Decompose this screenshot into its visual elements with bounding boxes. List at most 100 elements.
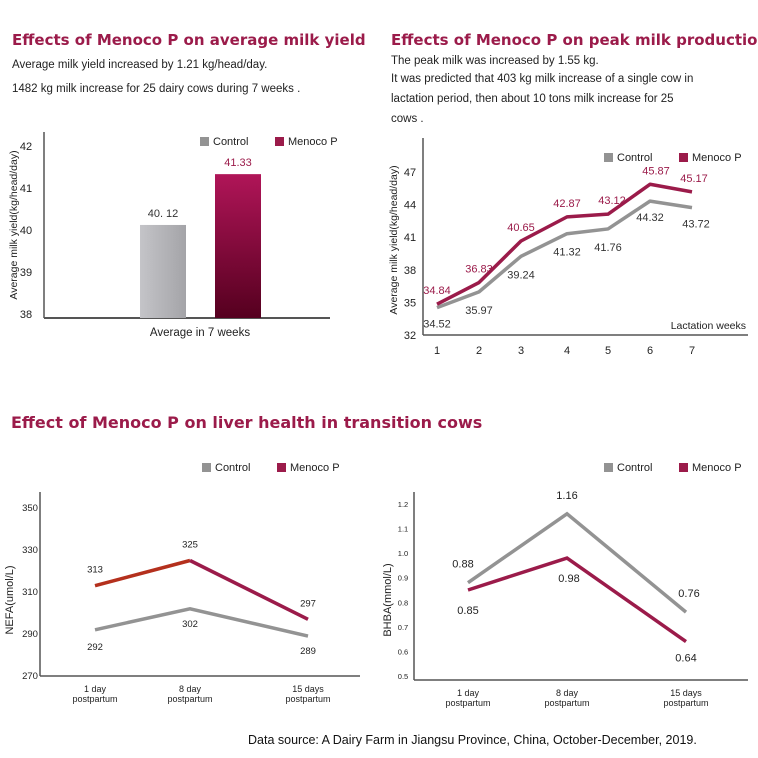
bhba-legend-swatch-1 [679,463,688,472]
bar-y-tick-41: 41 [20,183,32,195]
weekly-line-control [436,199,693,310]
bhba-menoco-label-1: 0.98 [558,573,579,585]
bar-control [140,224,186,318]
bhba-y-tick-0.9: 0.9 [398,574,408,583]
nefa-x-tick-2-1: postpartum [285,694,330,704]
bhba-legend-label-1: Menoco P [692,462,742,474]
bar-legend-swatch-0 [200,137,209,146]
bhba-y-axis-label: BHBA(mmol/L) [382,563,394,636]
weekly-legend-label-1: Menoco P [692,152,742,164]
bhba-y-tick-1.0: 1.0 [398,549,408,558]
nefa-control-label-2: 289 [300,646,316,657]
nefa-control-label-1: 302 [182,619,198,630]
weekly-menoco-label-1: 34.84 [423,285,451,297]
nefa-x-tick-0-1: postpartum [72,694,117,704]
weekly-x-tick-6: 6 [647,345,653,357]
nefa-legend-label-0: Control [215,462,250,474]
peak-milk-title: Effects of Menoco P on peak milk product… [391,31,758,49]
nefa-menoco-label-2: 297 [300,598,316,609]
bar-x-axis-label: Average in 7 weeks [150,327,250,339]
avg-yield-line-2: 1482 kg milk increase for 25 dairy cows … [12,83,301,95]
nefa-menoco-label-1: 325 [182,540,198,551]
weekly-legend-swatch-0 [604,153,613,162]
bhba-x-tick-1-0: 8 day [556,688,579,698]
bhba-x-tick-0-1: postpartum [445,698,490,708]
bhba-line-control [467,511,688,614]
bhba-control-label-2: 0.76 [678,588,699,600]
weekly-control-label-1: 34.52 [423,319,451,331]
data-source-note: Data source: A Dairy Farm in Jiangsu Pro… [248,733,697,747]
nefa-line-menoco-seg-2 [189,558,309,621]
nefa-x-tick-1-0: 8 day [179,684,202,694]
nefa-control-label-0: 292 [87,642,103,653]
bhba-legend-label-0: Control [617,462,652,474]
bhba-x-tick-2-0: 15 days [670,688,702,698]
nefa-y-tick-290: 290 [22,629,38,640]
weekly-y-tick-35: 35 [404,297,416,309]
weekly-x-tick-3: 3 [518,345,524,357]
bhba-x-tick-2-1: postpartum [663,698,708,708]
nefa-y-axis-label: NEFA(umol/L) [4,565,16,634]
peak-milk-line-1: The peak milk was increased by 1.55 kg. [391,55,599,67]
peak-milk-line-3: lactation period, then about 10 tons mil… [391,93,674,105]
bhba-control-label-0: 0.88 [452,559,473,571]
bhba-y-tick-0.7: 0.7 [398,623,408,632]
weekly-control-label-5: 41.76 [594,242,622,254]
bar-y-tick-40: 40 [20,225,32,237]
bar-value-label-0: 40. 12 [148,208,179,220]
bar-y-tick-38: 38 [20,309,32,321]
nefa-y-tick-310: 310 [22,587,38,598]
peak-milk-line-4: cows . [391,113,424,125]
bar-menoco-p [215,174,261,318]
nefa-legend-label-1: Menoco P [290,462,340,474]
bar-legend-label-0: Control [213,136,248,148]
weekly-control-label-4: 41.32 [553,247,581,259]
weekly-line-menoco-p [436,182,693,306]
bhba-control-label-1: 1.16 [556,490,577,502]
nefa-legend-swatch-1 [277,463,286,472]
bar-y-tick-39: 39 [20,267,32,279]
avg-yield-line-1: Average milk yield increased by 1.21 kg/… [12,59,268,71]
weekly-control-label-7: 43.72 [682,219,710,231]
weekly-menoco-label-2: 36.83 [465,264,493,276]
nefa-menoco-label-0: 313 [87,565,103,576]
bhba-x-tick-0-0: 1 day [457,688,480,698]
liver-health-title: Effect of Menoco P on liver health in tr… [11,413,483,432]
weekly-x-tick-1: 1 [434,345,440,357]
bhba-y-tick-1.2: 1.2 [398,500,408,509]
weekly-x-tick-4: 4 [564,345,570,357]
peak-milk-line-2: It was predicted that 403 kg milk increa… [391,73,694,85]
weekly-x-tick-5: 5 [605,345,611,357]
nefa-line-menoco-seg-1 [94,558,191,588]
weekly-menoco-label-5: 43.12 [598,195,626,207]
bhba-y-tick-1.1: 1.1 [398,525,408,534]
weekly-menoco-label-7: 45.17 [680,173,708,185]
weekly-x-axis-label: Lactation weeks [671,320,746,332]
bar-legend-swatch-1 [275,137,284,146]
weekly-legend-label-0: Control [617,152,652,164]
weekly-y-tick-32: 32 [404,330,416,342]
bhba-line-menoco [467,556,688,644]
nefa-legend-swatch-0 [202,463,211,472]
nefa-x-tick-1-1: postpartum [167,694,212,704]
nefa-y-tick-350: 350 [22,503,38,514]
bar-y-axis-label: Average milk yield(kg/head/day) [8,150,20,299]
weekly-x-tick-2: 2 [476,345,482,357]
nefa-y-tick-270: 270 [22,671,38,682]
weekly-menoco-label-6: 45.87 [642,165,670,177]
weekly-control-label-3: 39.24 [507,269,535,281]
bhba-y-tick-0.6: 0.6 [398,647,408,656]
weekly-y-tick-44: 44 [404,200,416,212]
nefa-y-tick-330: 330 [22,545,38,556]
bhba-menoco-label-2: 0.64 [675,653,696,665]
bhba-y-tick-0.8: 0.8 [398,598,408,607]
weekly-y-tick-47: 47 [404,167,416,179]
weekly-menoco-label-4: 42.87 [553,198,581,210]
bhba-x-tick-1-1: postpartum [544,698,589,708]
weekly-legend-swatch-1 [679,153,688,162]
bhba-legend-swatch-0 [604,463,613,472]
bhba-y-tick-0.5: 0.5 [398,672,408,681]
weekly-control-label-6: 44.32 [636,212,664,224]
weekly-control-label-2: 35.97 [465,305,493,317]
